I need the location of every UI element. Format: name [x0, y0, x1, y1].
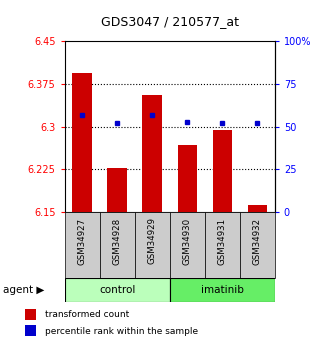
Bar — [169, 278, 275, 302]
Bar — [240, 212, 275, 278]
Text: GDS3047 / 210577_at: GDS3047 / 210577_at — [101, 16, 239, 29]
Text: GSM34928: GSM34928 — [113, 217, 121, 265]
Text: GSM34932: GSM34932 — [253, 217, 262, 265]
Bar — [177, 145, 197, 212]
Bar — [142, 96, 162, 212]
Bar — [100, 212, 135, 278]
Bar — [25, 325, 36, 336]
Bar — [65, 212, 100, 278]
Text: imatinib: imatinib — [201, 285, 244, 295]
Bar — [205, 212, 240, 278]
Bar — [248, 205, 267, 212]
Bar — [108, 168, 127, 212]
Text: GSM34931: GSM34931 — [218, 217, 227, 265]
Text: control: control — [99, 285, 135, 295]
Text: GSM34929: GSM34929 — [148, 217, 157, 264]
Bar — [135, 212, 170, 278]
Text: agent ▶: agent ▶ — [3, 285, 45, 295]
Text: percentile rank within the sample: percentile rank within the sample — [45, 327, 198, 336]
Text: transformed count: transformed count — [45, 310, 129, 319]
Text: GSM34927: GSM34927 — [77, 217, 87, 265]
Bar — [25, 309, 36, 320]
Bar — [65, 278, 169, 302]
Text: GSM34930: GSM34930 — [183, 217, 192, 265]
Bar — [169, 212, 205, 278]
Bar — [72, 73, 92, 212]
Bar — [213, 130, 232, 212]
